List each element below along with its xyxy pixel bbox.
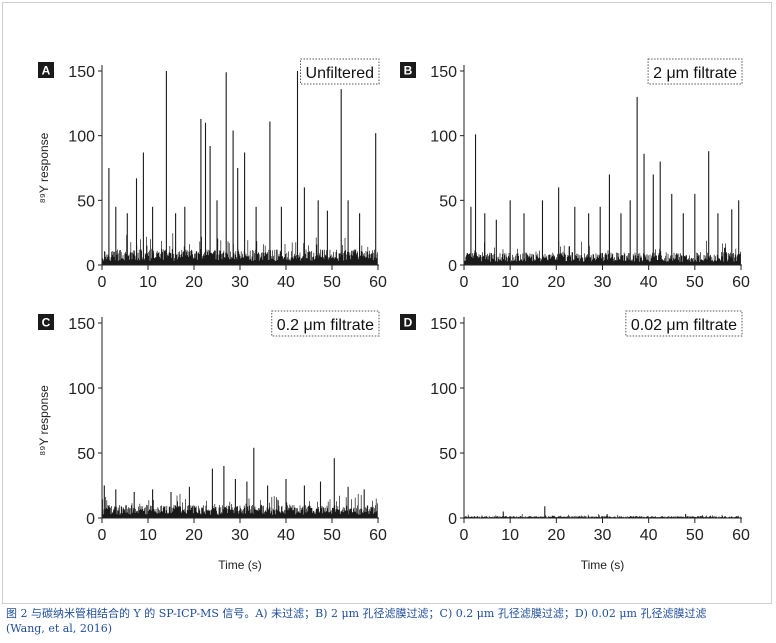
x-tick-label: 20 (547, 527, 565, 544)
x-tick-label: 60 (369, 527, 387, 544)
x-tick-label: 20 (185, 274, 203, 291)
panel-badge (400, 314, 416, 330)
y-tick-label: 100 (430, 129, 457, 146)
legend-label: 0.2 μm filtrate (277, 317, 374, 334)
figure-frame (2, 2, 772, 604)
x-tick-label: 50 (323, 527, 341, 544)
x-tick-label: 40 (277, 274, 295, 291)
x-tick-label: 0 (98, 274, 107, 291)
panel-badge (400, 62, 416, 78)
legend-box (271, 310, 380, 337)
signal-noise-trace (463, 514, 741, 518)
panel-badge (38, 62, 54, 78)
panel-letter: D (404, 316, 413, 330)
x-tick-label: 10 (139, 274, 157, 291)
y-tick-label: 50 (77, 193, 95, 210)
legend-box (625, 310, 743, 337)
signal-noise-trace (463, 240, 741, 265)
x-tick-label: 20 (547, 274, 565, 291)
x-tick-label: 60 (732, 527, 750, 544)
y-tick-label: 100 (430, 381, 457, 398)
x-axis-label: Time (s) (581, 558, 625, 572)
x-tick-label: 40 (640, 274, 658, 291)
panel-b: 0 50 100 150 0 10 20 30 40 50 60 B 2 μm filtrate (400, 58, 750, 291)
legend-label: 0.02 μm filtrate (631, 317, 737, 334)
legend-box (647, 58, 743, 85)
x-tick-label: 50 (686, 527, 704, 544)
y-tick-label: 50 (439, 193, 457, 210)
y-axis-label: ⁸⁹Y response (37, 132, 51, 203)
x-tick-label: 50 (686, 274, 704, 291)
x-tick-label: 50 (323, 274, 341, 291)
x-tick-label: 0 (98, 527, 107, 544)
panel-badge (38, 314, 54, 330)
y-axis-label: ⁸⁹Y response (37, 385, 51, 456)
y-tick-label: 50 (77, 446, 95, 463)
legend-label: Unfiltered (306, 65, 374, 82)
x-tick-label: 10 (501, 527, 519, 544)
legend-box (300, 58, 380, 85)
x-axis-label: Time (s) (218, 558, 262, 572)
panel-letter: B (404, 64, 413, 78)
y-tick-label: 100 (68, 129, 95, 146)
y-tick-label: 150 (430, 316, 457, 333)
x-tick-label: 60 (369, 274, 387, 291)
x-tick-label: 30 (231, 527, 249, 544)
y-tick-label: 150 (68, 316, 95, 333)
x-tick-label: 20 (185, 527, 203, 544)
y-tick-label: 50 (439, 446, 457, 463)
x-tick-label: 10 (139, 527, 157, 544)
y-tick-label: 0 (86, 511, 95, 528)
x-tick-label: 30 (594, 274, 612, 291)
x-tick-label: 60 (732, 274, 750, 291)
y-tick-label: 0 (448, 258, 457, 275)
x-tick-label: 30 (594, 527, 612, 544)
caption-line-2: (Wang, et al, 2016) (6, 622, 113, 635)
y-tick-label: 0 (86, 258, 95, 275)
x-tick-label: 0 (460, 274, 469, 291)
x-tick-label: 10 (501, 274, 519, 291)
panel-d: 0 50 100 150 0 10 20 30 40 50 60 D 0.02 μm filtrate T… (400, 310, 750, 572)
panel-c: 0 50 100 150 0 10 20 30 40 50 60 C 0.2 μm filtrate ⁸⁹… (37, 310, 387, 572)
y-tick-label: 150 (430, 64, 457, 81)
x-tick-label: 30 (231, 274, 249, 291)
y-tick-label: 150 (68, 64, 95, 81)
figure-caption: 图 2 与碳纳米管相结合的 Y 的 SP-ICP-MS 信号。A) 未过滤；B)… (6, 606, 770, 636)
y-tick-label: 0 (448, 511, 457, 528)
caption-line-1: 图 2 与碳纳米管相结合的 Y 的 SP-ICP-MS 信号。A) 未过滤；B)… (6, 607, 707, 620)
x-tick-label: 40 (277, 527, 295, 544)
y-tick-label: 100 (68, 381, 95, 398)
signal-noise-trace (101, 493, 378, 518)
panel-a: 0 50 100 150 0 10 20 30 40 50 60 A Unfiltered ⁸⁹Y res… (37, 58, 387, 291)
x-tick-label: 40 (640, 527, 658, 544)
panel-letter: C (42, 316, 51, 330)
panel-letter: A (42, 64, 51, 78)
x-tick-label: 0 (460, 527, 469, 544)
legend-label: 2 μm filtrate (653, 65, 737, 82)
